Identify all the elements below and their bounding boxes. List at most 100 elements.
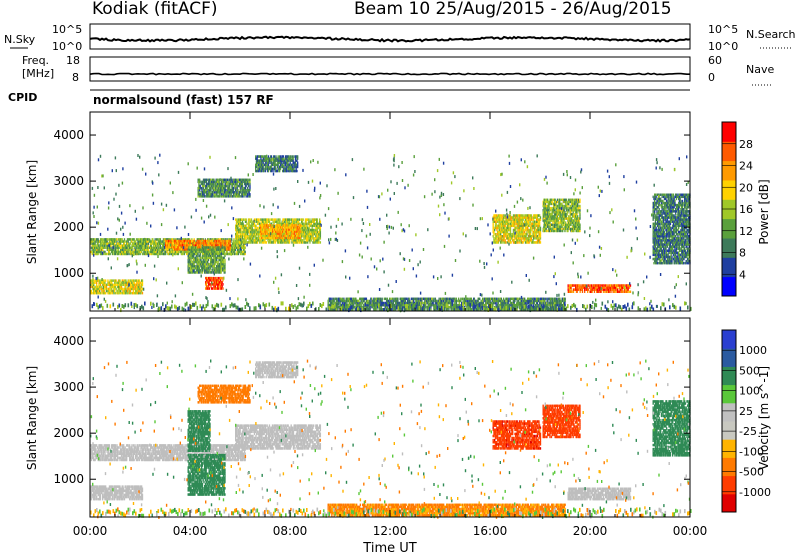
heatmap-cell (214, 256, 216, 260)
heatmap-cell (511, 235, 513, 238)
heatmap-cell (515, 220, 517, 223)
heatmap-cell (238, 178, 241, 182)
heatmap-cell (507, 237, 509, 240)
heatmap-cell (212, 254, 214, 258)
heatmap-cell (135, 289, 137, 293)
heatmap-cell (213, 254, 215, 258)
heatmap-cell (263, 241, 265, 244)
heatmap-cell (165, 246, 167, 249)
heatmap-cell (313, 239, 316, 242)
noise-left-tick-top: 10^5 (52, 23, 82, 36)
heatmap-cell (210, 184, 212, 188)
heatmap-cell (202, 188, 205, 192)
heatmap-cell (171, 250, 174, 254)
heatmap-cell (230, 238, 232, 241)
heatmap-cell (142, 248, 144, 252)
heatmap-cell (499, 239, 501, 242)
heatmap-cell (225, 239, 228, 243)
heatmap-cell (266, 236, 268, 240)
heatmap-cell (290, 230, 293, 233)
heatmap-cell (182, 238, 184, 241)
heatmap-cell (500, 235, 502, 238)
heatmap-cell (235, 193, 238, 196)
heatmap-cell (229, 193, 231, 196)
heatmap-cell (259, 224, 261, 228)
heatmap-cell (255, 155, 257, 158)
heatmap-cell (241, 241, 243, 244)
heatmap-cell (249, 237, 251, 240)
heatmap-cell (242, 228, 244, 232)
heatmap-cell (114, 252, 116, 256)
heatmap-cell (515, 228, 517, 232)
heatmap-cell (205, 250, 207, 253)
heatmap-cell (121, 238, 123, 241)
heatmap-cell (144, 250, 147, 254)
heatmap-cell (219, 269, 222, 272)
heatmap-cell (291, 236, 293, 240)
heatmap-cell (262, 161, 264, 164)
heatmap-cell (205, 279, 208, 282)
heatmap-cell (273, 236, 275, 240)
heatmap-cell (307, 237, 310, 240)
heatmap-cell (219, 285, 221, 288)
heatmap-cell (189, 250, 192, 254)
heatmap-cell (227, 193, 229, 196)
heatmap-cell (267, 167, 270, 171)
heatmap-cell (256, 220, 258, 223)
heatmap-cell (204, 191, 206, 194)
heatmap-cell (526, 226, 528, 230)
heatmap-cell (280, 222, 283, 226)
heatmap-cell (140, 287, 142, 291)
heatmap-cell (241, 180, 244, 184)
heatmap-cell (216, 267, 218, 270)
heatmap-cell (114, 281, 116, 284)
heatmap-cell (254, 241, 256, 244)
heatmap-cell (123, 287, 126, 291)
heatmap-cell (147, 238, 149, 241)
heatmap-cell (249, 232, 251, 236)
heatmap-cell (200, 258, 202, 262)
heatmap-cell (231, 248, 234, 252)
heatmap-cell (133, 291, 135, 295)
heatmap-cell (109, 238, 111, 241)
heatmap-cell (122, 291, 124, 295)
heatmap-cell (177, 246, 179, 249)
heatmap-cell (265, 222, 267, 226)
heatmap-cell (240, 186, 242, 190)
heatmap-cell (198, 264, 201, 268)
heatmap-cell (138, 238, 140, 241)
heatmap-cell (247, 195, 249, 198)
heatmap-cell (180, 252, 183, 256)
heatmap-cell (285, 167, 288, 171)
heatmap-cell (269, 224, 271, 227)
heatmap-cell (275, 234, 278, 237)
heatmap-cell (221, 246, 223, 249)
heatmap-cell (105, 285, 108, 289)
heatmap-cell (113, 250, 115, 254)
heatmap-cell (495, 224, 497, 228)
heatmap-cell (190, 267, 192, 270)
heatmap-cell (283, 228, 286, 232)
heatmap-cell (204, 180, 206, 184)
heatmap-cell (263, 169, 265, 173)
heatmap-cell (119, 242, 121, 245)
heatmap-cell (198, 271, 201, 274)
heatmap-cell (226, 195, 228, 198)
heatmap-cell (290, 226, 293, 229)
heatmap-cell (208, 254, 210, 258)
heatmap-cell (138, 285, 140, 289)
heatmap-cell (294, 224, 296, 227)
heatmap-cell (208, 246, 210, 249)
heatmap-cell (207, 271, 209, 274)
heatmap-cell (206, 279, 208, 282)
heatmap-cell (312, 235, 314, 238)
heatmap-cell (227, 252, 229, 256)
heatmap-cell (284, 218, 286, 221)
heatmap-cell (215, 252, 217, 255)
heatmap-cell (222, 287, 224, 290)
heatmap-cell (117, 285, 119, 289)
heatmap-cell (513, 239, 515, 242)
heatmap-cell (197, 264, 199, 268)
heatmap-cell (174, 250, 177, 254)
heatmap-cell (319, 226, 322, 230)
